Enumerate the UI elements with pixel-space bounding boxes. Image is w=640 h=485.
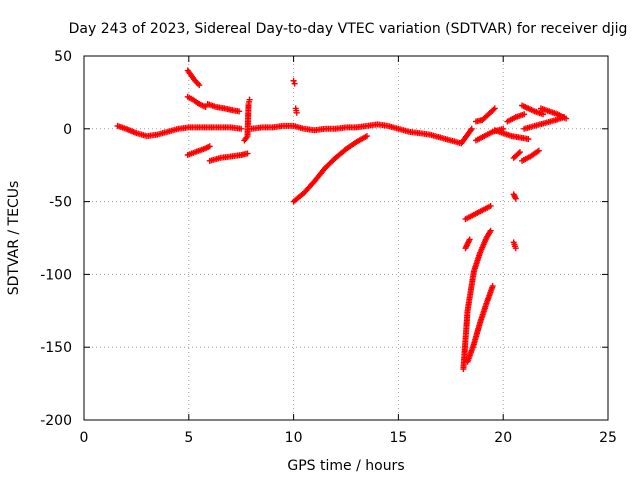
series-arc-20-lower (510, 149, 523, 161)
series-spot-10-upper (290, 77, 298, 87)
y-tick-label: -200 (40, 413, 72, 429)
series-arc-7-bits (241, 96, 253, 144)
series-rising-arc-10 (290, 133, 370, 205)
data-point (468, 125, 475, 132)
data-point (535, 147, 542, 154)
data-point (291, 80, 298, 87)
data-point (290, 77, 297, 84)
series-arc-21-upper (519, 102, 547, 118)
y-tick-label: -150 (40, 340, 72, 356)
data-point (246, 96, 253, 103)
x-tick-label: 10 (285, 430, 303, 446)
series-plunge-arc-18b (464, 283, 496, 365)
data-point (525, 135, 532, 142)
x-tick-label: 25 (599, 430, 617, 446)
series-spot-10-mid (292, 105, 300, 116)
data-point (491, 105, 498, 112)
series-plunge-arc-18 (460, 227, 494, 373)
series-arc-20-seg (510, 191, 519, 202)
data-point (512, 245, 519, 252)
data-point (512, 195, 519, 202)
data-point (516, 149, 523, 156)
series-arc-20-upper (504, 111, 528, 125)
series-arc-5-lower (184, 143, 213, 159)
data-point (244, 150, 251, 157)
x-axis-label: GPS time / hours (287, 458, 404, 474)
series-arc-19-upper (472, 105, 498, 125)
grid-lines (84, 56, 608, 420)
y-tick-label: -50 (49, 195, 72, 211)
data-point (540, 111, 547, 118)
y-tick-label: 50 (54, 49, 72, 65)
data-point (487, 227, 494, 234)
data-point-interp (515, 150, 522, 157)
series-main-arc-1 (114, 122, 245, 140)
data-point (487, 202, 494, 209)
y-axis-label: SDTVAR / TECUs (6, 181, 22, 296)
x-tick-label: 5 (184, 430, 193, 446)
series-arc-6-upper (204, 101, 243, 115)
data-point (293, 109, 300, 116)
data-point (563, 115, 570, 122)
y-tick-label: -100 (40, 267, 72, 283)
data-point (521, 111, 528, 118)
x-tick-label: 0 (80, 430, 89, 446)
data-point (363, 133, 370, 140)
series-arc-6-lower (206, 150, 251, 164)
data-point (196, 82, 203, 89)
series-arc-5-upper (184, 67, 203, 89)
data-point-interp (490, 106, 497, 113)
series-seg-18-80 (462, 236, 473, 252)
series-arc-22b (537, 105, 570, 122)
data-point (466, 236, 473, 243)
series-arc-19-mid (491, 127, 532, 142)
series-main-arc-2 (248, 121, 475, 147)
series-arc-5-mid (184, 93, 209, 110)
data-points (114, 67, 570, 373)
chart-title: Day 243 of 2023, Sidereal Day-to-day VTE… (69, 21, 628, 37)
plot-frame (83, 55, 609, 421)
data-point (238, 125, 245, 132)
series-arc-20-seg2 (510, 239, 519, 252)
series-seg-18-62 (462, 202, 494, 223)
x-tick-label: 20 (494, 430, 512, 446)
data-point (489, 283, 496, 290)
y-tick-label: 0 (63, 122, 72, 138)
data-point (206, 143, 213, 150)
data-point (236, 108, 243, 115)
x-tick-label: 15 (389, 430, 407, 446)
series-arc-21-lower (519, 147, 542, 164)
